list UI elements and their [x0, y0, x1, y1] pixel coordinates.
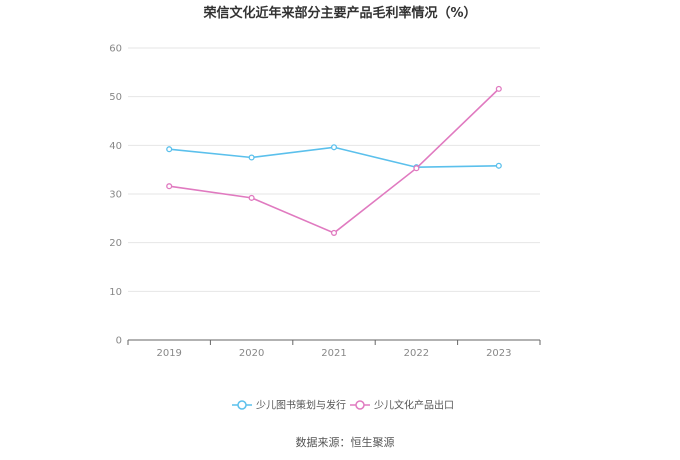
data-point [330, 144, 338, 151]
legend-label: 少儿图书策划与发行 [256, 399, 346, 412]
series-group [166, 85, 502, 236]
x-axis-ticks: 2019 2020 2021 2022 2023 [127, 340, 541, 359]
legend-marker [355, 400, 365, 410]
gridlines [128, 47, 540, 292]
source-text: 数据来源：恒生聚源 [296, 435, 395, 449]
legend-item-2[interactable]: 少儿文化产品出口 [350, 399, 454, 412]
legend-marker [237, 400, 247, 410]
y-tick-label: 0 [116, 336, 122, 347]
y-tick-label: 20 [109, 238, 122, 249]
data-point [248, 154, 255, 161]
series-line-2 [169, 88, 500, 234]
y-tick-label: 10 [109, 287, 122, 298]
chart-title: 荣信文化近年来部分主要产品毛利率情况（%） [202, 5, 476, 21]
y-tick-label: 30 [109, 190, 122, 201]
x-tick-label: 2022 [404, 348, 429, 359]
x-tick-label: 2019 [156, 348, 181, 359]
legend: 少儿图书策划与发行 少儿文化产品出口 [232, 399, 454, 412]
data-point [330, 229, 338, 236]
y-axis-ticks: 0 10 20 30 40 50 60 [109, 44, 122, 347]
data-point [413, 165, 420, 172]
x-tick-label: 2020 [239, 348, 264, 359]
x-tick-label: 2023 [486, 348, 511, 359]
data-point [495, 162, 502, 169]
y-tick-label: 40 [109, 141, 122, 152]
data-point [166, 183, 173, 190]
x-tick-label: 2021 [321, 348, 346, 359]
y-tick-label: 50 [109, 92, 122, 103]
data-point [495, 85, 502, 92]
data-point [248, 194, 255, 201]
legend-item-1[interactable]: 少儿图书策划与发行 [232, 399, 346, 412]
legend-label: 少儿文化产品出口 [374, 399, 454, 412]
data-point [166, 146, 173, 153]
y-tick-label: 60 [109, 44, 122, 55]
